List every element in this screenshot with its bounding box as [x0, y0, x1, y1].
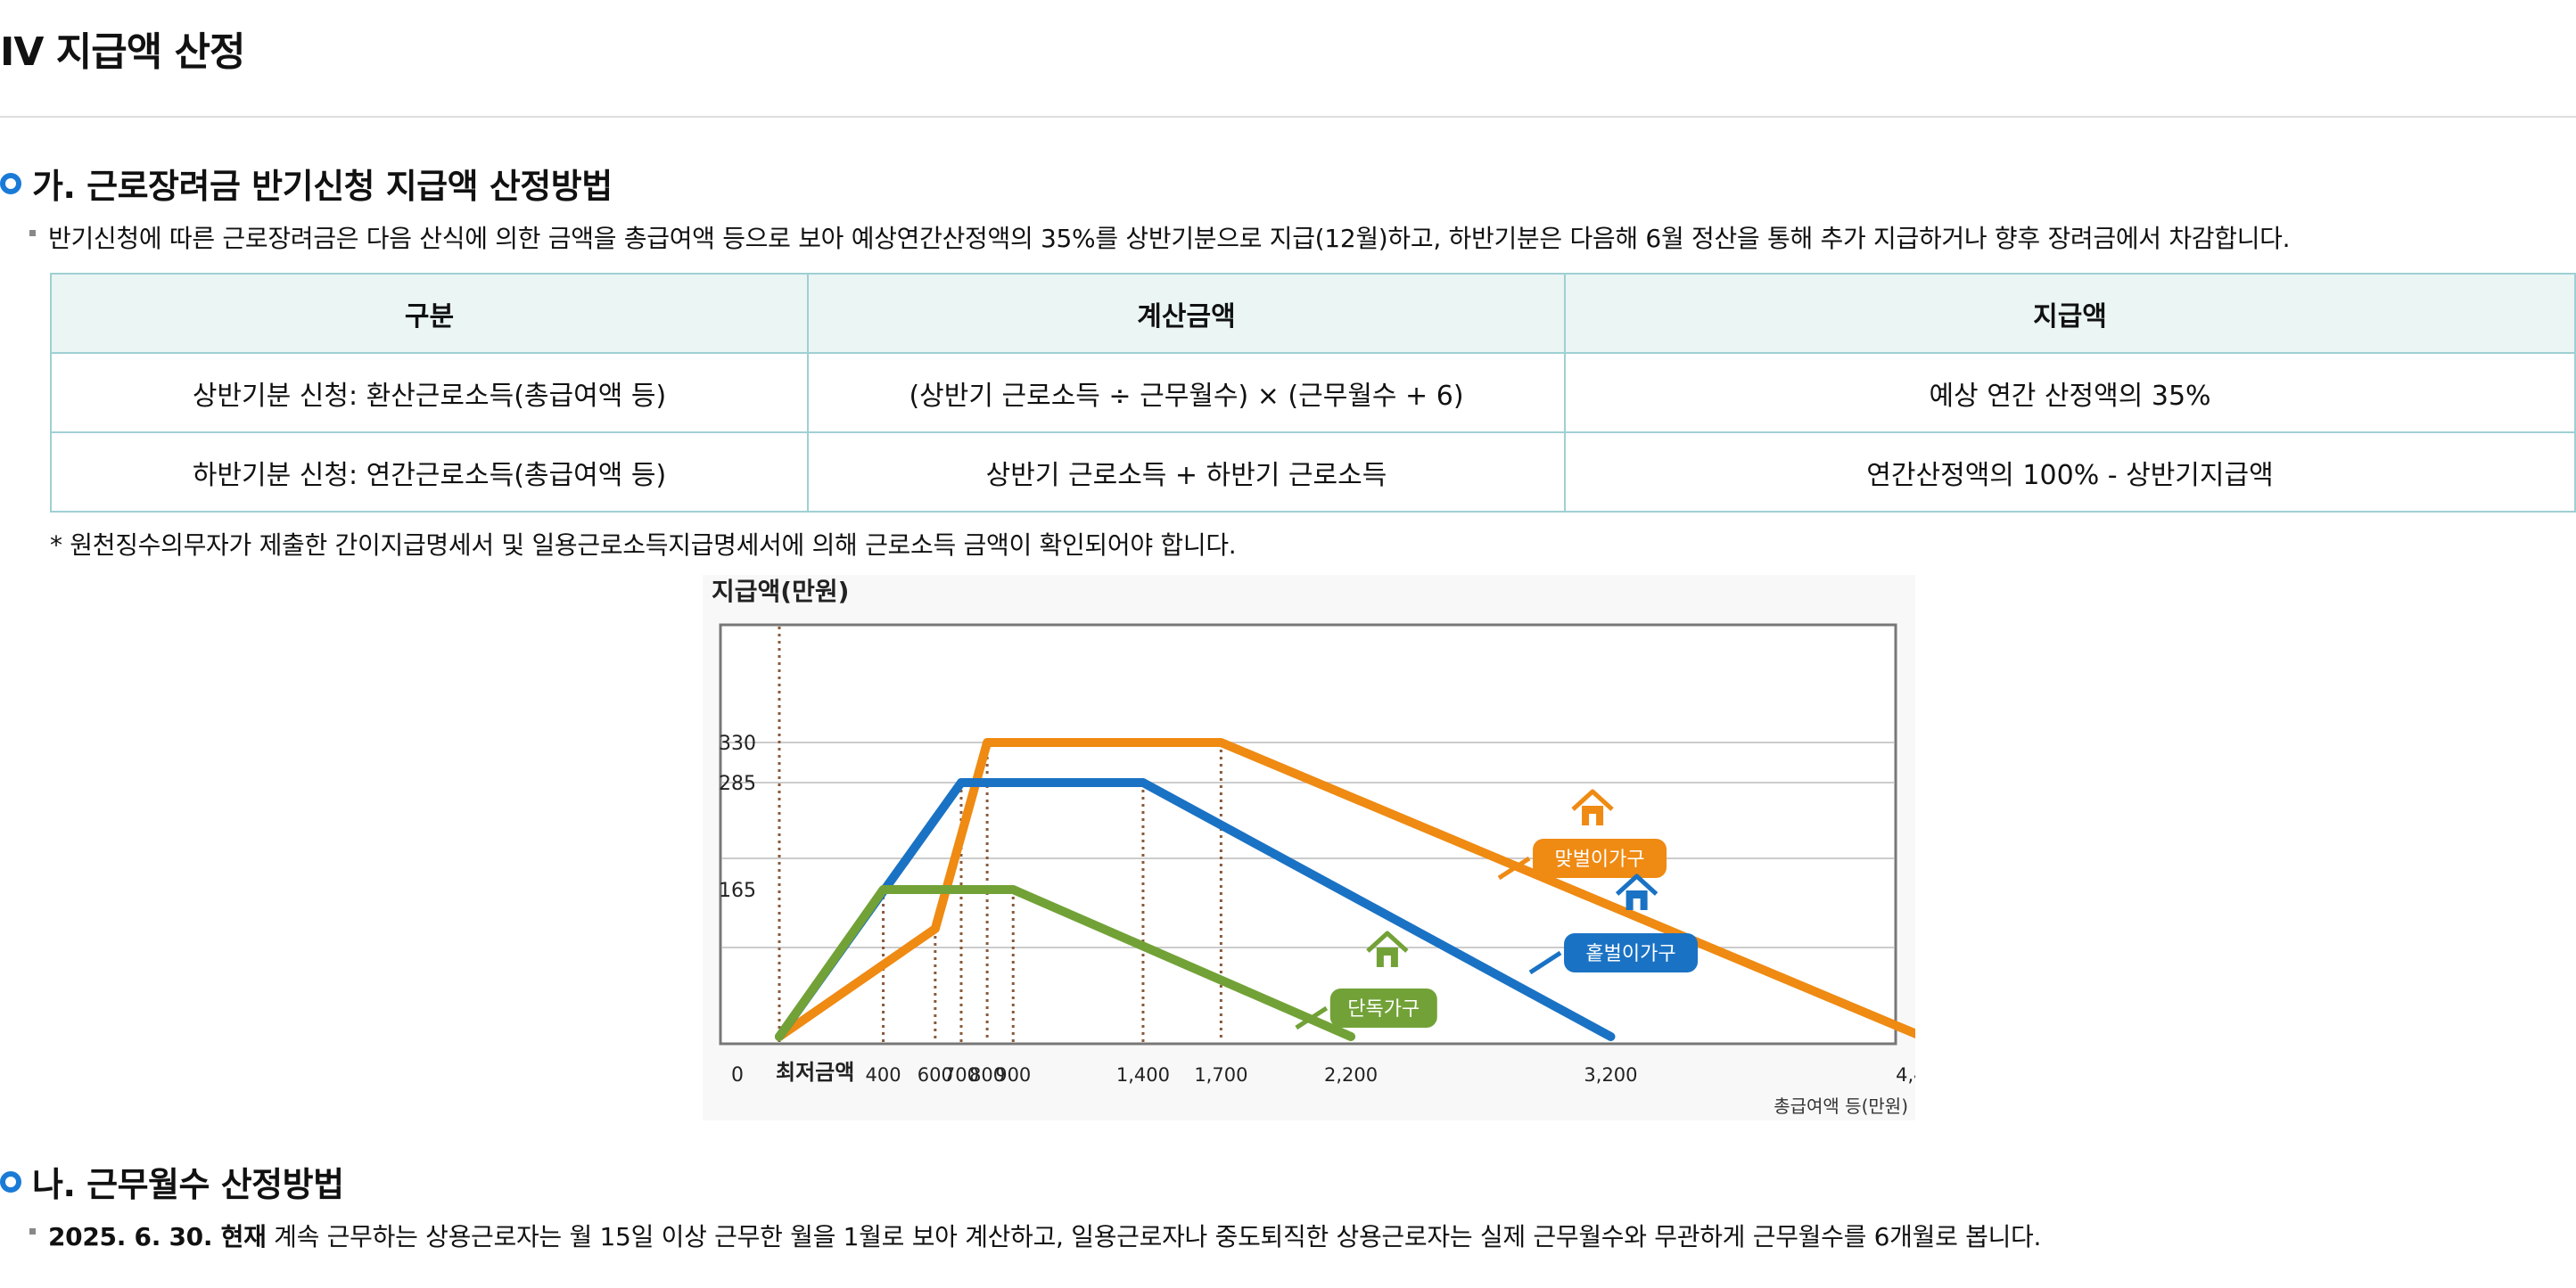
house-roof — [1571, 789, 1614, 811]
x-axis-label: 총급여액 등(만원) — [1774, 1095, 1908, 1117]
table-cell: 상반기분 신청: 환산근로소득(총급여액 등) — [50, 352, 809, 433]
section-a-heading: 가. 근로장려금 반기신청 지급액 산정방법 — [0, 159, 613, 208]
house-roof — [1615, 874, 1658, 896]
y-tick-label: 285 — [719, 773, 756, 795]
house-roof — [1366, 931, 1409, 953]
table-cell: (상반기 근로소득 ÷ 근무월수) × (근무월수 + 6) — [807, 352, 1566, 433]
y-zero-label: 0 — [731, 1064, 744, 1087]
section-b-title: 나. 근무월수 산정방법 — [32, 1165, 344, 1204]
x-tick-label: 4,400 — [1896, 1064, 1915, 1086]
table-header: 계산금액 — [807, 273, 1566, 354]
section-b-heading: 나. 근무월수 산정방법 — [0, 1157, 344, 1206]
house-icon — [1366, 931, 1409, 967]
table-header-row: 구분 계산금액 지급액 — [50, 273, 2576, 354]
table-cell: 연간산정액의 100% - 상반기지급액 — [1564, 431, 2576, 513]
square-bullet-icon — [29, 1227, 36, 1235]
house-icon — [1615, 874, 1658, 910]
date-emphasis: 2025. 6. 30. 현재 — [48, 1222, 267, 1251]
x-tick-label: 700 — [943, 1064, 979, 1086]
intro-text: 반기신청에 따른 근로장려금은 다음 산식에 의한 금액을 총급여액 등으로 보… — [48, 224, 2291, 253]
x-tick-label: 600 — [918, 1064, 953, 1086]
table-header: 구분 — [50, 273, 809, 354]
title-divider — [0, 116, 2576, 118]
x-tick-label: 3,200 — [1584, 1064, 1637, 1086]
series-line — [775, 738, 1915, 1041]
calculation-table: 구분 계산금액 지급액 상반기분 신청: 환산근로소득(총급여액 등) (상반기… — [50, 273, 2576, 513]
page-title: IV 지급액 산정 — [0, 29, 245, 75]
table-cell: 예상 연간 산정액의 35% — [1564, 352, 2576, 433]
house-icon — [1571, 789, 1614, 825]
ring-bullet-icon — [0, 1170, 21, 1193]
series-label: 홑벌이가구 — [1585, 943, 1675, 965]
series-line — [775, 885, 1356, 1041]
label-pointer — [1497, 856, 1531, 881]
table-row: 상반기분 신청: 환산근로소득(총급여액 등) (상반기 근로소득 ÷ 근무월수… — [50, 352, 2576, 433]
table-cell: 하반기분 신청: 연간근로소득(총급여액 등) — [50, 431, 809, 513]
x-tick-label: 800 — [969, 1064, 1005, 1086]
house-door — [1633, 898, 1641, 910]
series-label-box — [1329, 989, 1437, 1028]
x-tick-label: 1,700 — [1194, 1064, 1247, 1086]
x-tick-label: 900 — [995, 1064, 1031, 1086]
series-label: 단독가구 — [1347, 998, 1420, 1021]
y-tick-label: 165 — [719, 880, 756, 902]
table-cell: 상반기 근로소득 + 하반기 근로소득 — [807, 431, 1566, 513]
section-b-bullet: 2025. 6. 30. 현재 계속 근무하는 상용근로자는 월 15일 이상 … — [29, 1218, 2041, 1253]
label-pointer — [1295, 1005, 1329, 1030]
label-pointer — [1528, 950, 1562, 975]
series-label: 맞벌이가구 — [1554, 849, 1644, 871]
table-row: 하반기분 신청: 연간근로소득(총급여액 등) 상반기 근로소득 + 하반기 근… — [50, 431, 2576, 513]
x-tick-label: 400 — [866, 1064, 901, 1086]
house-door — [1383, 956, 1391, 967]
house-door — [1589, 814, 1597, 825]
series-label-box — [1564, 933, 1699, 972]
plot-area — [719, 623, 1897, 1046]
y-tick-label: 330 — [719, 733, 756, 755]
table-header: 지급액 — [1564, 273, 2576, 354]
section-a-title: 가. 근로장려금 반기신청 지급액 산정방법 — [32, 167, 613, 206]
series-label-box — [1533, 839, 1667, 878]
section-b-text: 계속 근무하는 상용근로자는 월 15일 이상 근무한 월을 1월로 보아 계산… — [266, 1222, 2042, 1251]
table-footnote: * 원천징수의무자가 제출한 간이지급명세서 및 일용근로소득지급명세서에 의해… — [50, 530, 1237, 560]
square-bullet-icon — [29, 229, 36, 236]
x-tick-label: 1,400 — [1116, 1064, 1170, 1086]
y-axis-label: 지급액(만원) — [712, 577, 849, 606]
section-a-intro: 반기신청에 따른 근로장려금은 다음 산식에 의한 금액을 총급여액 등으로 보… — [29, 219, 2291, 255]
ring-bullet-icon — [0, 172, 21, 194]
x-tick-label: 2,200 — [1324, 1064, 1378, 1086]
x-origin-label: 최저금액 — [776, 1060, 854, 1085]
